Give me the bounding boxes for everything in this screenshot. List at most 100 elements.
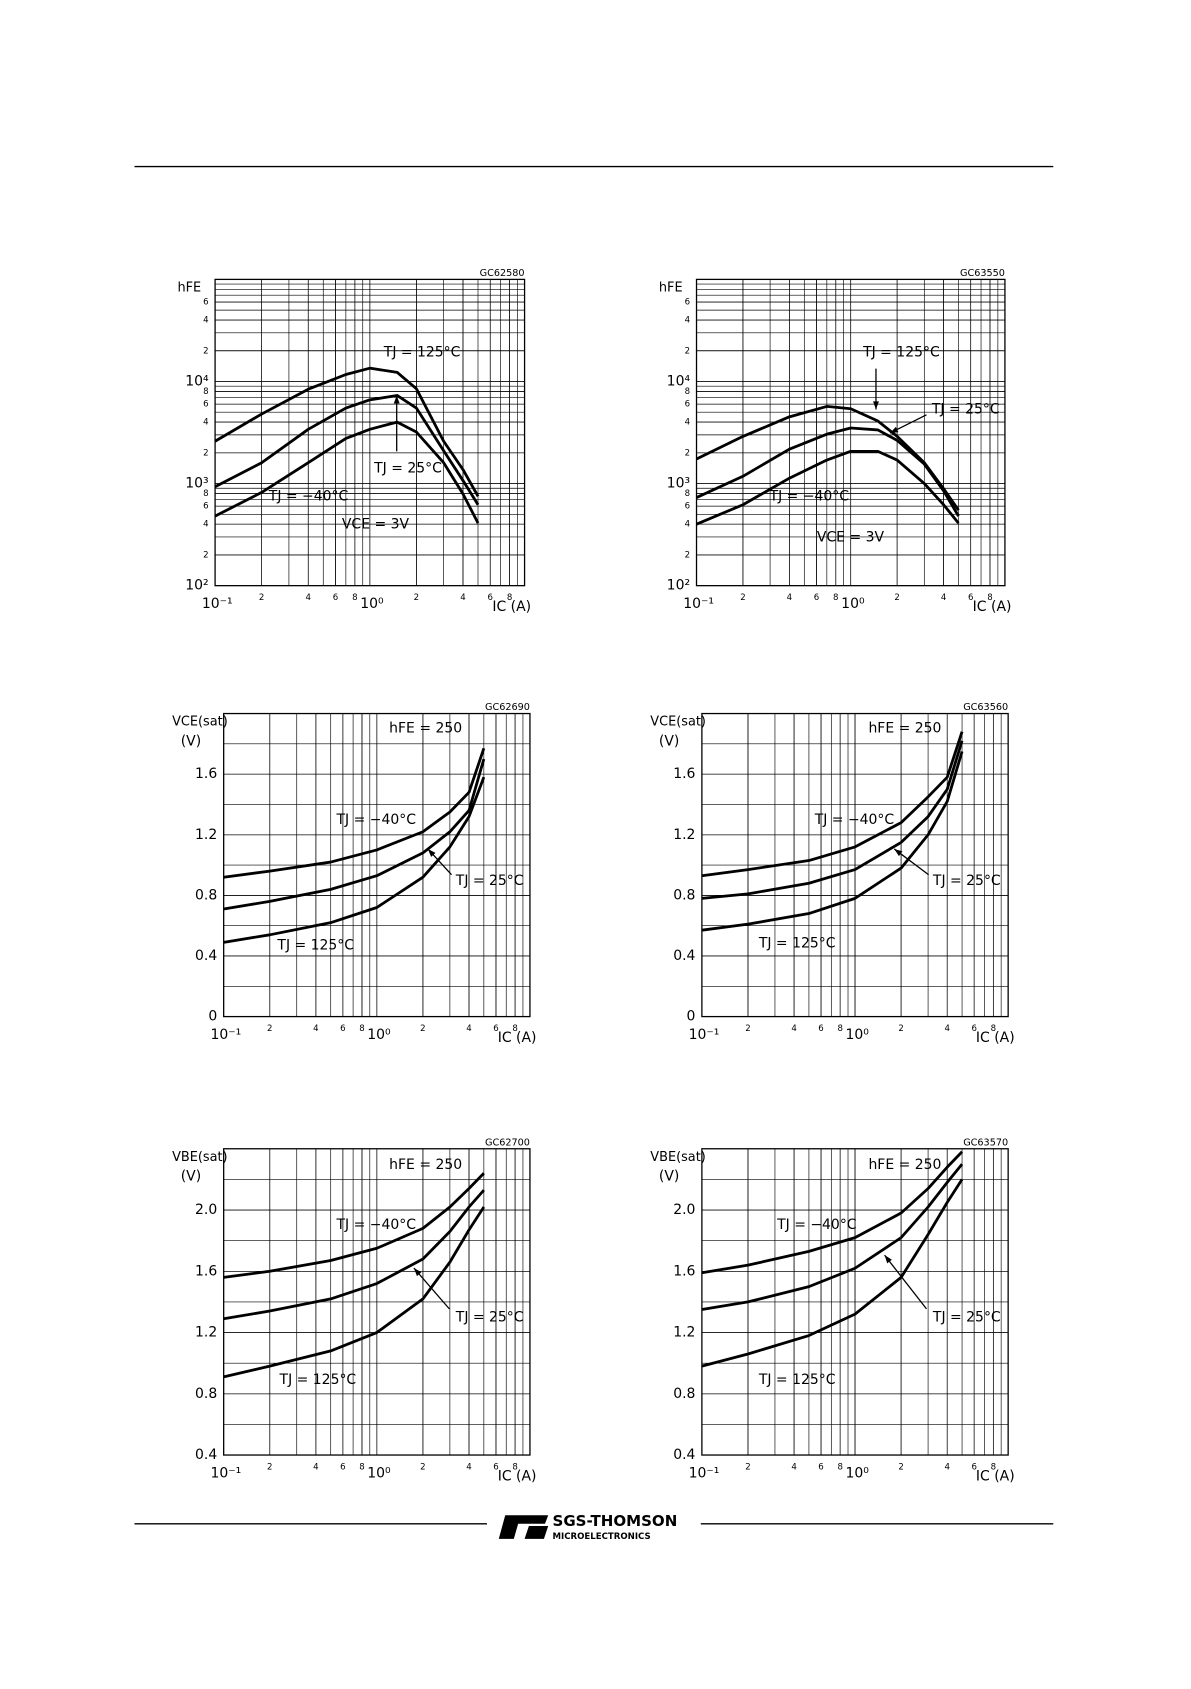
series-label: TJ = 125°C (383, 344, 461, 360)
x-tick-label: 2 (894, 593, 899, 603)
y-axis-label: hFE (177, 280, 201, 295)
x-axis-label: IC (A) (976, 1469, 1015, 1485)
x-tick-label: 6 (333, 593, 338, 603)
y-tick-label: 1.6 (195, 766, 217, 782)
x-tick-label: 10⁻¹ (683, 596, 714, 612)
x-tick-label: 2 (420, 1024, 425, 1034)
series-label: TJ = −40°C (776, 1217, 856, 1233)
series-label: TJ = −40°C (769, 488, 849, 504)
x-tick-label: 6 (971, 1024, 976, 1034)
y-tick-label: 0.8 (195, 1386, 217, 1402)
y-tick-label: 2 (203, 550, 208, 560)
x-tick-label: 10⁻¹ (210, 1027, 241, 1043)
brand-division: MICROELECTRONICS (553, 1532, 651, 1542)
x-tick-label: 4 (944, 1024, 949, 1034)
annotation: VCE = 3V (342, 516, 410, 532)
x-tick-label: 8 (991, 1462, 996, 1472)
x-tick-label: 2 (414, 593, 419, 603)
x-tick-label: 6 (818, 1024, 823, 1034)
y-tick-label: 2 (685, 448, 690, 458)
y-axis-label: VBE(sat) (172, 1150, 227, 1165)
x-tick-label: 8 (833, 593, 838, 603)
arrow-line (413, 1267, 450, 1310)
x-tick-label: 6 (493, 1024, 498, 1034)
y-tick-label: 4 (203, 520, 208, 530)
y-axis-label: hFE (659, 280, 683, 295)
series-label: TJ = 125°C (279, 1372, 357, 1388)
curve (701, 1163, 964, 1311)
y-tick-label: 4 (685, 418, 690, 428)
x-tick-label: 6 (488, 593, 493, 603)
x-tick-label: 4 (466, 1024, 471, 1034)
series-label: TJ = 125°C (758, 1372, 836, 1388)
curve (214, 394, 480, 506)
annotation: hFE = 250 (389, 1157, 462, 1173)
st-logo (498, 1515, 549, 1539)
x-tick-label: 6 (968, 593, 973, 603)
arrow-head (884, 1255, 892, 1264)
y-tick-label: 10³ (185, 476, 208, 492)
x-tick-label: 4 (791, 1024, 796, 1034)
y-tick-label: 4 (203, 418, 208, 428)
y-tick-label: 6 (685, 502, 690, 512)
x-tick-label: 6 (340, 1462, 345, 1472)
x-tick-label: 8 (512, 1024, 517, 1034)
x-tick-label: 4 (944, 1462, 949, 1472)
y-tick-label: 2 (203, 448, 208, 458)
x-tick-label: 6 (818, 1462, 823, 1472)
x-tick-label: 4 (941, 593, 946, 603)
x-tick-label: 2 (898, 1462, 903, 1472)
x-tick-label: 4 (313, 1462, 318, 1472)
y-tick-label: 2 (685, 550, 690, 560)
y-axis-unit: (V) (181, 1169, 201, 1185)
y-tick-label: 1.6 (195, 1263, 217, 1279)
x-tick-label: 8 (837, 1024, 842, 1034)
y-axis-unit: (V) (181, 733, 201, 749)
chart-code: GC63570 (963, 1137, 1008, 1148)
x-tick-label: 8 (837, 1462, 842, 1472)
x-tick-label: 2 (745, 1024, 750, 1034)
arrow-head (873, 401, 879, 410)
arrow-head (393, 395, 400, 404)
x-tick-label: 10⁻¹ (210, 1465, 241, 1481)
y-tick-label: 1.2 (673, 1325, 695, 1341)
x-axis-label: IC (A) (498, 1030, 537, 1046)
series-label: TJ = 125°C (862, 344, 940, 360)
y-tick-label: 8 (203, 489, 208, 499)
series-label: TJ = 125°C (276, 938, 354, 954)
x-tick-label: 8 (359, 1462, 364, 1472)
x-tick-label: 2 (259, 593, 264, 603)
x-tick-label: 8 (987, 593, 992, 603)
x-tick-label: 2 (745, 1462, 750, 1472)
x-tick-label: 10⁻¹ (689, 1465, 720, 1481)
y-tick-label: 0.4 (195, 948, 217, 964)
y-tick-label: 0.8 (195, 887, 217, 903)
y-tick-label: 1.2 (673, 827, 695, 843)
curve (223, 1206, 486, 1379)
curve (223, 758, 486, 911)
arrow-line (884, 1254, 927, 1310)
arrow-head (894, 848, 903, 857)
y-tick-label: 1.2 (195, 1325, 217, 1341)
y-tick-label: 0.4 (195, 1447, 217, 1463)
series-label: TJ = 25°C (455, 1309, 524, 1325)
x-tick-label: 8 (352, 593, 357, 603)
y-tick-label: 0 (687, 1009, 696, 1025)
x-tick-label: 6 (971, 1462, 976, 1472)
x-tick-label: 4 (313, 1024, 318, 1034)
chart-code: GC62690 (485, 702, 530, 713)
series-label: TJ = −40°C (336, 812, 416, 828)
x-axis-label: IC (A) (492, 599, 531, 615)
y-tick-label: 4 (685, 520, 690, 530)
y-tick-label: 10⁴ (667, 373, 691, 389)
y-tick-label: 6 (203, 502, 208, 512)
series-label: TJ = 25°C (932, 873, 1001, 889)
y-tick-label: 8 (685, 387, 690, 397)
y-tick-label: 8 (203, 387, 208, 397)
x-tick-label: 10⁰ (845, 1027, 869, 1043)
curve (701, 1178, 964, 1368)
x-tick-label: 6 (340, 1024, 345, 1034)
y-axis-label: VCE(sat) (172, 715, 228, 730)
y-tick-label: 6 (685, 298, 690, 308)
